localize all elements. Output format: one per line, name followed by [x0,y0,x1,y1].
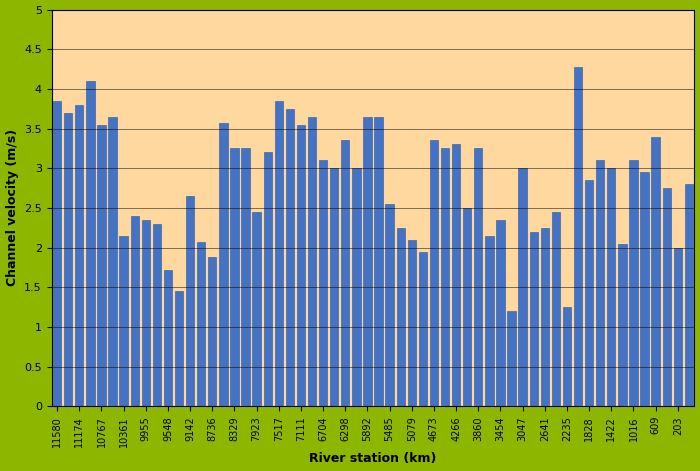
Bar [197,242,205,406]
Bar [574,67,582,406]
Bar [141,220,150,406]
Bar [319,160,328,406]
Bar [297,125,305,406]
Bar [97,125,106,406]
Bar [496,220,505,406]
Bar [286,109,294,406]
Bar [120,236,128,406]
Bar [397,228,405,406]
Bar [241,148,250,406]
Bar [53,101,62,406]
Bar [153,224,161,406]
Bar [519,168,527,406]
Bar [108,117,117,406]
Bar [485,236,494,406]
Bar [75,105,83,406]
Bar [308,117,316,406]
Bar [208,257,216,406]
Bar [618,244,626,406]
Bar [386,204,394,406]
Bar [540,228,549,406]
Bar [663,188,671,406]
Bar [253,212,261,406]
Bar [640,172,649,406]
Bar [86,81,94,406]
Bar [463,208,471,406]
Bar [508,311,516,406]
Bar [264,153,272,406]
Bar [585,180,594,406]
Bar [474,148,482,406]
Bar [64,113,72,406]
Bar [596,160,604,406]
Bar [131,216,139,406]
Bar [419,252,427,406]
Bar [452,145,461,406]
Bar [563,307,571,406]
Bar [219,123,228,406]
Y-axis label: Channel velocity (m/s): Channel velocity (m/s) [6,130,19,286]
Bar [274,101,283,406]
Bar [430,140,438,406]
Bar [164,270,172,406]
Bar [330,168,338,406]
Bar [629,160,638,406]
Bar [652,137,660,406]
Bar [175,291,183,406]
Bar [363,117,372,406]
Bar [352,168,361,406]
Bar [407,240,416,406]
X-axis label: River station (km): River station (km) [309,453,437,465]
Bar [374,117,383,406]
Bar [230,148,239,406]
Bar [607,168,615,406]
Bar [530,232,538,406]
Bar [341,140,349,406]
Bar [685,184,693,406]
Bar [186,196,195,406]
Bar [673,248,682,406]
Bar [441,148,449,406]
Bar [552,212,560,406]
